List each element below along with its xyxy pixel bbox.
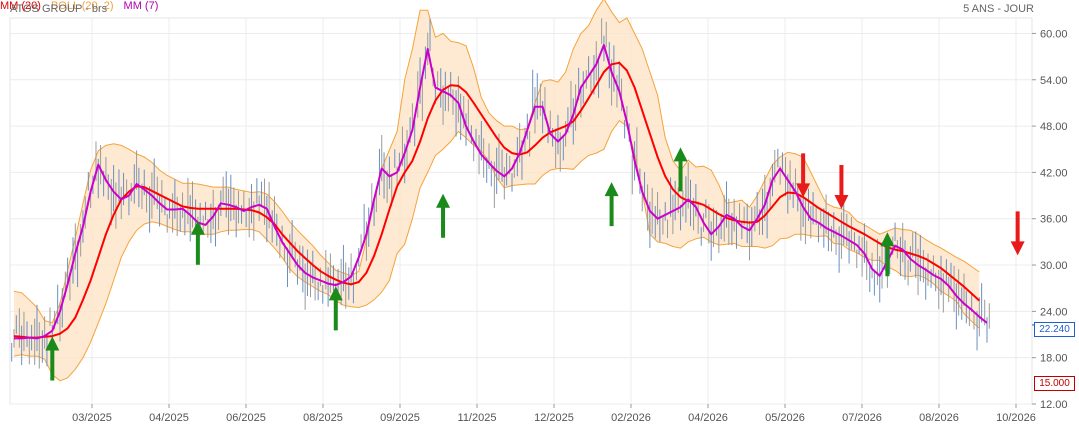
x-tick-label: 12/2025	[534, 412, 574, 424]
legend: MM (20) BOLL (20, 2) MM (7)	[0, 0, 1079, 12]
sell-signal-arrow	[1010, 211, 1025, 256]
y-tick-label: 30.00	[1040, 260, 1068, 272]
y-tick-label: 48.00	[1040, 121, 1068, 133]
x-tick-label: 08/2025	[303, 412, 343, 424]
legend-item-mm20: MM (20)	[0, 0, 41, 12]
x-tick-label: 08/2026	[919, 412, 959, 424]
bollinger-band-fill	[14, 0, 980, 381]
buy-signal-arrow	[190, 220, 205, 265]
buy-signal-arrow	[436, 193, 451, 238]
buy-signal-arrow	[673, 147, 688, 192]
y-tick-label: 12.00	[1040, 399, 1068, 411]
x-tick-label: 09/2025	[380, 412, 420, 424]
x-tick-label: 06/2025	[226, 412, 266, 424]
x-tick-label: 07/2026	[842, 412, 882, 424]
y-tick-label: 54.00	[1040, 75, 1068, 87]
sell-signal-arrow	[834, 165, 849, 209]
x-tick-label: 05/2026	[765, 412, 805, 424]
mm20-line	[13, 61, 980, 339]
y-tick-label: 36.00	[1040, 214, 1068, 226]
buy-signal-arrow	[880, 232, 895, 277]
mm7-line	[14, 44, 988, 340]
buy-signal-arrow	[604, 182, 619, 227]
buy-signal-arrow	[45, 336, 60, 381]
x-tick-label: 03/2025	[72, 412, 112, 424]
period-label[interactable]: 5 ANS - JOUR	[963, 3, 1034, 15]
price-bars	[11, 18, 990, 369]
y-tick-label: 18.00	[1040, 353, 1068, 365]
buy-signal-arrow	[328, 286, 343, 331]
sell-signal-arrow	[796, 153, 811, 198]
x-tick-label: 11/2025	[458, 412, 497, 424]
y-tick-label: 24.00	[1040, 306, 1068, 318]
x-axis-ticks: 03/2025 04/2025 06/2025 08/2025 09/2025 11/20…	[72, 404, 1036, 424]
last-price-badge: 22.240	[1034, 322, 1075, 337]
x-tick-label: 02/2026	[611, 412, 651, 424]
low-price-badge: 15.000	[1034, 376, 1075, 391]
x-tick-label: 10/2026	[996, 412, 1036, 424]
y-axis-ticks: 60.00 54.00 48.00 42.00 36.00 30.00 24.00 18.00…	[1032, 28, 1068, 411]
bollinger-upper-line	[13, 0, 980, 324]
signal-arrows	[45, 147, 1025, 381]
chart-title: ATOS GROUP - brs	[10, 3, 108, 15]
moving-average-lines	[13, 44, 988, 340]
legend-item-mm7: MM (7)	[123, 0, 159, 12]
legend-item-boll: BOLL (20, 2)	[50, 0, 114, 12]
y-tick-label: 60.00	[1040, 28, 1068, 40]
x-tick-label: 04/2025	[149, 412, 189, 424]
y-tick-label: 42.00	[1040, 167, 1068, 179]
x-tick-label: 04/2026	[688, 412, 728, 424]
